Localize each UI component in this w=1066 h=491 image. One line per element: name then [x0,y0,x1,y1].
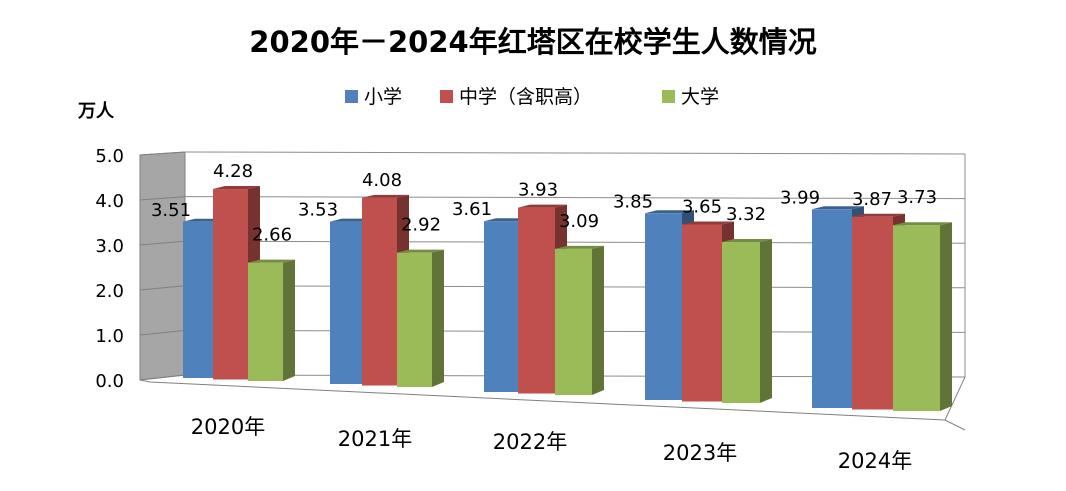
gridline-side [139,240,186,246]
x-tick-label: 2023年 [663,441,737,465]
bar-top [682,221,734,225]
bar-top [397,249,444,253]
legend-swatch [440,90,453,103]
y-tick-label: 5.0 [95,146,124,167]
data-label: 3.73 [897,187,937,208]
bar [248,262,283,381]
x-tick-label: 2024年 [838,449,912,473]
bars [183,186,952,411]
legend: 小学 中学（含职高） 大学 [345,86,719,108]
y-tick-label: 1.0 [95,326,124,347]
x-tick-label: 2020年 [191,415,265,439]
bar-side [760,238,772,403]
bar-side [283,259,295,381]
gridline [184,151,966,155]
x-tick-label: 2022年 [493,430,567,454]
legend-swatch [345,90,358,103]
data-label: 4.08 [362,170,402,191]
data-label: 2.92 [401,215,441,236]
legend-label: 中学（含职高） [459,86,592,108]
left-wall [139,151,186,381]
data-label: 3.32 [726,204,766,225]
gridline [184,196,966,200]
bar [645,213,682,400]
gridline-side [139,196,186,201]
gridlines: 0.0 1.0 2.0 3.0 4.0 5.0 [95,146,966,431]
bar [362,197,397,386]
bar [812,209,852,408]
data-label: 3.09 [559,211,599,232]
data-label: 2.66 [252,225,292,246]
chart-title: 2020年－2024年红塔区在校学生人数情况 [249,25,816,59]
bar-top [893,222,952,226]
bar-top [248,259,295,263]
data-label: 3.53 [298,200,338,221]
data-label: 4.28 [213,161,253,182]
bar-top [213,186,260,190]
data-label: 3.85 [613,191,653,212]
y-axis-label: 万人 [77,101,115,122]
x-tick-label: 2021年 [338,427,412,451]
bar [722,241,760,403]
bar [852,216,893,410]
data-label: 3.87 [852,189,892,210]
floor-edge [139,376,966,421]
data-label: 3.99 [780,187,820,208]
bar-top [362,194,409,198]
bar-side [940,222,952,411]
bar [330,221,362,384]
bar [183,221,213,378]
legend-label: 大学 [681,86,719,108]
y-tick-label: 2.0 [95,281,124,302]
data-label: 3.65 [682,196,722,217]
y-tick-label: 4.0 [95,191,124,212]
bar [213,189,248,380]
bar-top [722,238,772,242]
gridline-side [139,151,186,156]
bar-top [518,204,567,208]
gridline-side [139,374,186,381]
legend-swatch [662,90,675,103]
bar [397,252,432,387]
floor-corner [944,419,966,431]
bar-top [555,245,604,249]
legend-label: 小学 [364,86,402,108]
bar-side [592,245,604,395]
bar [518,207,555,394]
bar-top [645,210,694,214]
bar [484,221,518,392]
gridline-side [139,285,186,291]
bar-top [852,213,905,217]
gridline-side [139,329,186,336]
y-tick-label: 3.0 [95,236,124,257]
data-label: 3.93 [518,180,558,201]
data-label: 3.61 [452,199,492,220]
bar [555,248,592,395]
data-label: 3.51 [151,200,191,221]
data-labels: 3.51 4.28 2.66 2020年 3.53 4.08 2.92 2021年 3.61 3.… [151,161,937,473]
bar [893,225,940,411]
bar [682,224,722,402]
bar-top [812,206,864,210]
y-tick-label: 0.0 [95,371,124,392]
bar-side [432,249,444,387]
